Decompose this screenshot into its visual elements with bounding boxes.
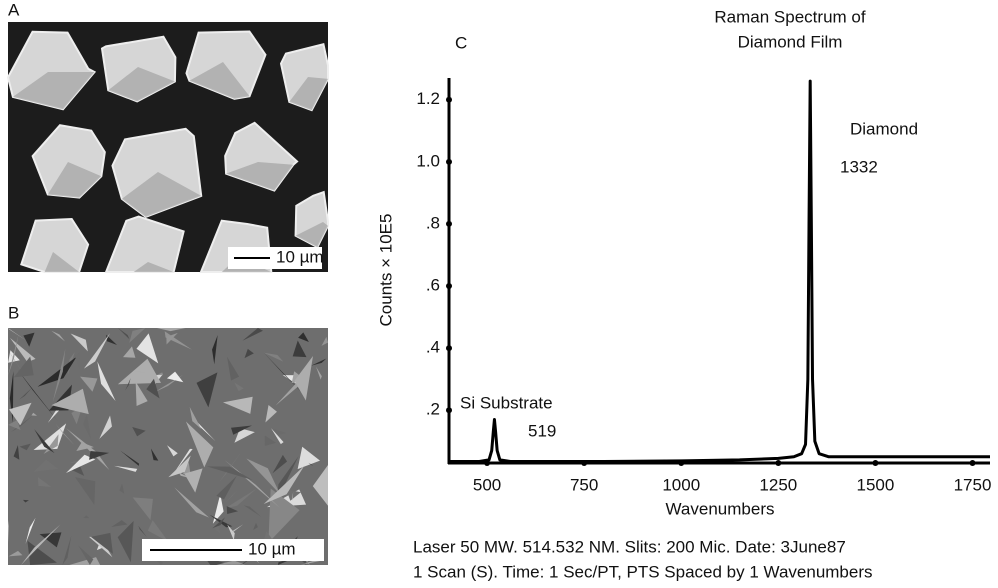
- panel-label: A: [8, 0, 20, 19]
- x-tick: [775, 460, 781, 466]
- annotation: Diamond: [850, 119, 918, 138]
- y-tick-label: 1.0: [416, 151, 440, 170]
- y-tick-label: 1.2: [416, 89, 440, 108]
- panel-label: B: [8, 303, 19, 322]
- y-tick: [446, 345, 452, 351]
- scale-label: 10 µm: [276, 247, 324, 266]
- y-tick-label: .6: [426, 276, 440, 295]
- chart-title: Diamond Film: [738, 32, 843, 51]
- x-tick-label: 1000: [662, 475, 700, 494]
- y-axis-label: Counts × 10E5: [376, 214, 395, 327]
- x-tick: [970, 460, 976, 466]
- caption: Laser 50 MW. 514.532 NM. Slits: 200 Mic.…: [413, 537, 846, 556]
- y-tick-label: .4: [426, 338, 440, 357]
- y-tick: [446, 221, 452, 227]
- chart-title: Raman Spectrum of: [714, 7, 865, 26]
- annotation: Si Substrate: [460, 393, 553, 412]
- y-tick-label: .8: [426, 213, 440, 232]
- y-tick-label: .2: [426, 400, 440, 419]
- x-tick-label: 1750: [954, 475, 992, 494]
- y-tick: [446, 97, 452, 103]
- annotation: 1332: [840, 157, 878, 176]
- x-tick-label: 500: [473, 475, 501, 494]
- x-tick-label: 1250: [759, 475, 797, 494]
- x-tick-label: 1500: [857, 475, 895, 494]
- x-tick: [872, 460, 878, 466]
- y-tick: [446, 159, 452, 165]
- caption: 1 Scan (S). Time: 1 Sec/PT, PTS Spaced b…: [413, 562, 873, 581]
- y-tick: [446, 407, 452, 413]
- x-tick-label: 750: [570, 475, 598, 494]
- panel-label: C: [455, 33, 467, 52]
- scale-label: 10 µm: [248, 539, 296, 558]
- x-axis-label: Wavenumbers: [666, 499, 775, 518]
- annotation: 519: [528, 421, 556, 440]
- y-tick: [446, 283, 452, 289]
